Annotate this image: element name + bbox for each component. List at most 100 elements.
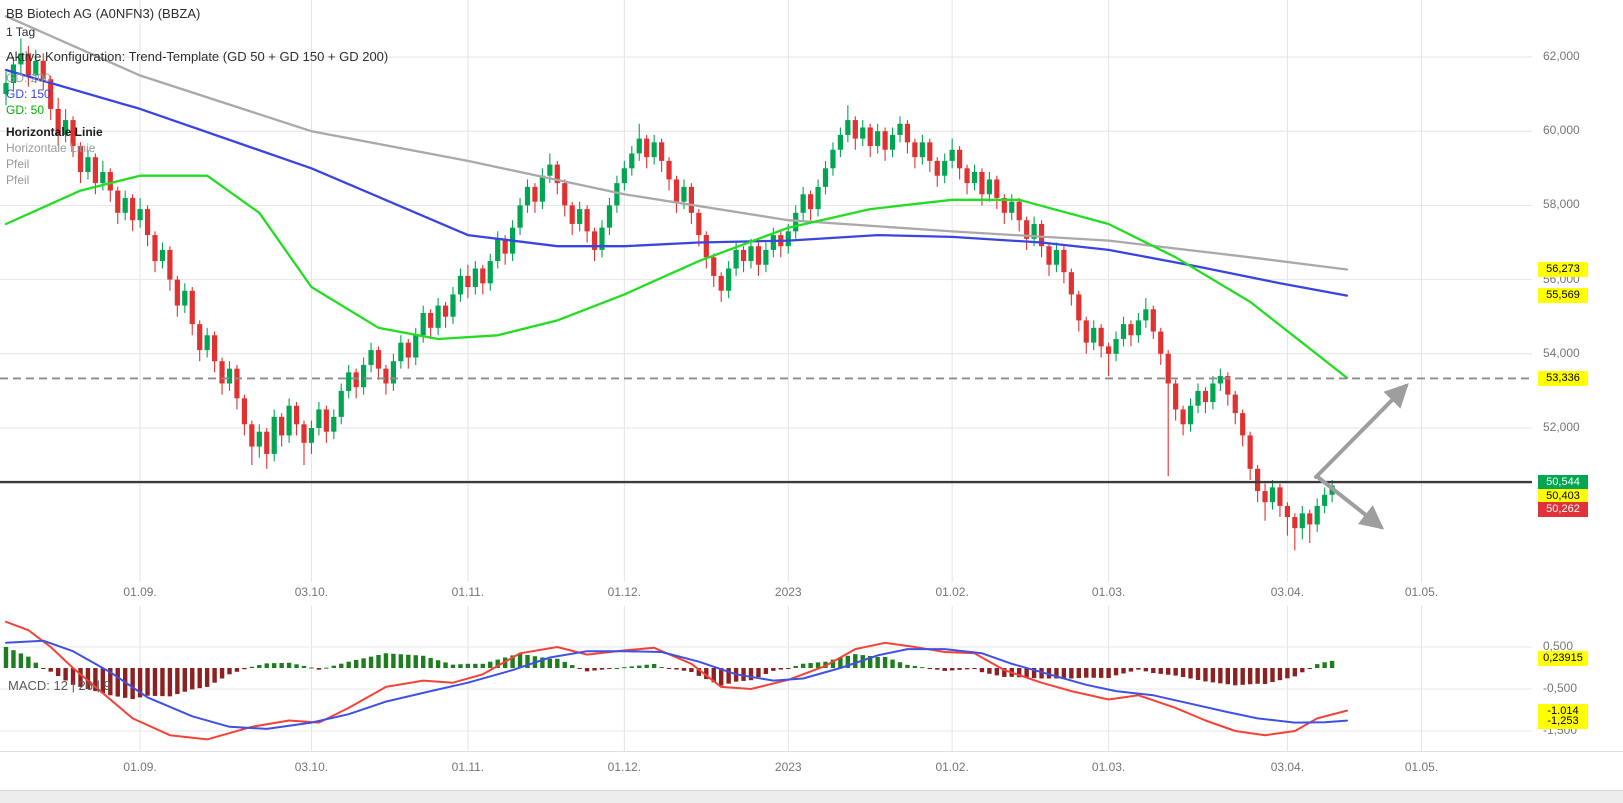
candle-body: [696, 212, 702, 236]
macd-histogram-bar: [912, 665, 918, 668]
candle: [696, 209, 702, 247]
x-axis-labels-bottom: 01.09. 03.10. 01.11. 01.12. 2023 01.02. 01.03.…: [0, 760, 1623, 778]
timeframe-selector[interactable]: 1 Tag: [6, 25, 36, 39]
candle-body: [703, 235, 709, 258]
candle-body: [428, 312, 434, 328]
indicator-label[interactable]: GD: 150: [6, 87, 51, 101]
indicator-label[interactable]: GD: 50: [6, 103, 45, 117]
macd-histogram-bar: [778, 668, 783, 670]
candle-body: [539, 175, 545, 202]
candle-body: [1038, 223, 1045, 247]
macd-line: [5, 620, 1348, 741]
candle-body: [770, 235, 776, 250]
candle: [70, 116, 76, 158]
candle-body: [3, 82, 9, 95]
candle-body: [994, 179, 1000, 198]
candle: [882, 127, 888, 161]
macd-chart-surface[interactable]: [0, 606, 1623, 752]
candle: [40, 53, 46, 91]
candle-body: [651, 142, 657, 158]
active-configuration-label: Aktive Konfiguration: Trend-Template (GD…: [6, 49, 389, 64]
candle: [1269, 479, 1276, 510]
drawing-label[interactable]: Pfeil: [6, 157, 30, 171]
candle: [1068, 268, 1074, 306]
macd-histogram-bar: [1240, 668, 1245, 685]
candle-body: [1180, 409, 1186, 425]
macd-histogram-bar: [160, 668, 165, 697]
candle-body: [659, 142, 665, 161]
candle-body: [986, 179, 992, 195]
macd-histogram-bar: [316, 668, 322, 670]
macd-histogram-bar: [227, 668, 232, 675]
indicator-label[interactable]: GD: 200: [6, 71, 51, 85]
macd-histogram-bar: [748, 668, 754, 681]
candle: [3, 71, 9, 106]
candle-body: [793, 212, 799, 232]
candle: [472, 261, 478, 295]
candle-body: [532, 186, 538, 202]
candle: [144, 205, 151, 247]
gd-150-line[interactable]: [4, 68, 1349, 297]
candle-body: [1292, 517, 1298, 529]
macd-histogram-bar: [711, 668, 716, 683]
macd-histogram-bar: [383, 653, 389, 668]
macd-histogram-bar: [1233, 668, 1238, 686]
candle: [964, 164, 970, 195]
candle: [599, 220, 605, 258]
macd-histogram-bar: [1046, 668, 1052, 679]
arrow-drawing[interactable]: [1314, 383, 1409, 479]
macd-histogram-bar: [972, 668, 977, 669]
candle-body: [889, 134, 896, 150]
candle: [644, 134, 650, 169]
candle: [1314, 498, 1320, 532]
macd-histogram-bar: [324, 667, 329, 669]
candle: [375, 346, 382, 380]
drawing-label[interactable]: Horizontale Linie: [6, 141, 96, 155]
candle-body: [1225, 376, 1231, 395]
macd-histogram-bar: [942, 668, 947, 671]
candle: [405, 338, 411, 369]
gd-200-line[interactable]: [4, 15, 1349, 271]
candle-body: [1061, 249, 1067, 273]
gd-50-line[interactable]: [4, 174, 1349, 380]
price-chart-surface[interactable]: [0, 0, 1623, 582]
candle-body: [1173, 383, 1179, 410]
candle: [897, 116, 903, 143]
candle-body: [517, 205, 523, 228]
candle-body: [249, 424, 255, 447]
macd-histogram-bar: [763, 668, 769, 674]
candle: [159, 242, 166, 269]
drawing-label[interactable]: Pfeil: [6, 173, 30, 187]
candle: [584, 205, 590, 243]
horizontal-scrollbar[interactable]: [0, 790, 1623, 803]
macd-histogram-bar: [152, 668, 158, 696]
candle-body: [1232, 394, 1238, 414]
candle-body: [293, 405, 300, 425]
candle-body: [636, 138, 642, 154]
candle-body: [621, 168, 627, 184]
macd-histogram-bar: [1136, 668, 1141, 670]
candle: [1195, 383, 1201, 414]
macd-indicator-label[interactable]: MACD: 12 | 26 | 9: [8, 678, 111, 693]
candle-body: [1076, 294, 1082, 321]
candle: [361, 357, 367, 395]
candle-body: [234, 368, 240, 399]
candle-body: [1120, 324, 1127, 339]
candle: [1098, 324, 1104, 358]
candle: [912, 138, 918, 169]
candle: [323, 405, 329, 443]
drawing-label[interactable]: Horizontale Linie: [6, 125, 103, 139]
candle-body: [1195, 390, 1201, 406]
candle: [1135, 312, 1141, 343]
candle-body: [204, 335, 210, 351]
arrow-drawing[interactable]: [1317, 476, 1385, 530]
candle: [189, 287, 195, 336]
macd-histogram-bar: [666, 668, 672, 669]
macd-histogram-bar: [510, 655, 515, 668]
x-axis-label: 01.11.: [451, 585, 485, 599]
candle-body: [241, 398, 247, 425]
candle: [778, 231, 784, 258]
candle: [1165, 350, 1171, 477]
candle: [1009, 194, 1015, 221]
candle-body: [673, 179, 680, 202]
